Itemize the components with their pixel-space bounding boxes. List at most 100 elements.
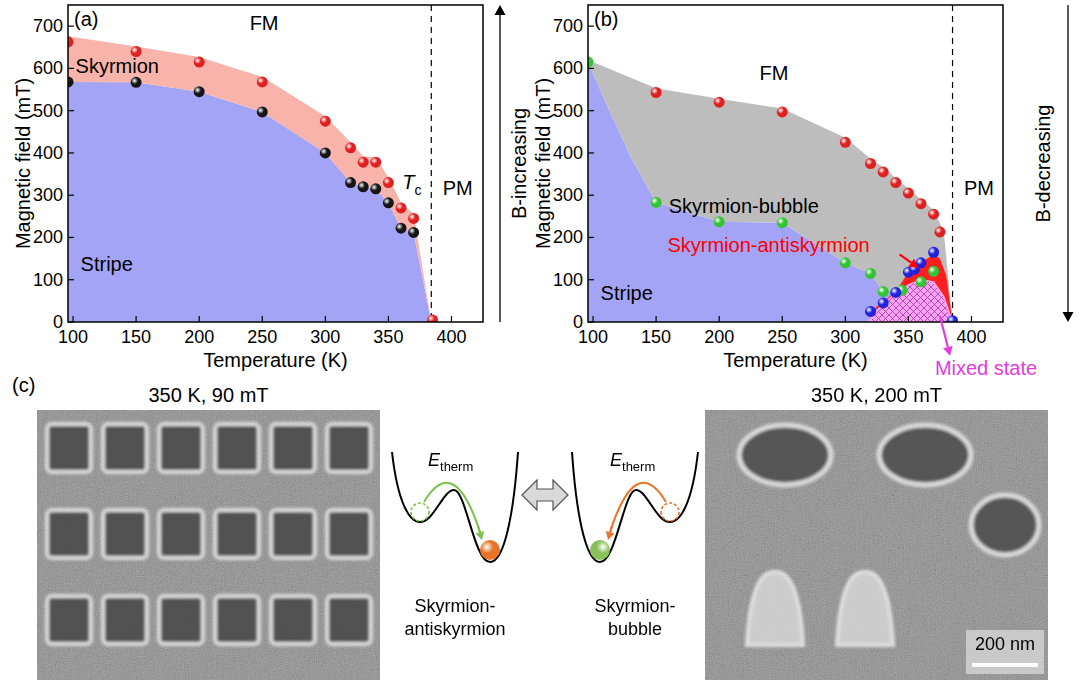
x-tick — [136, 316, 137, 322]
y-tick-label: 700 — [33, 16, 63, 36]
antiskyrmion-texture — [271, 424, 315, 472]
region-label: Tc — [402, 171, 421, 198]
bubble-texture — [971, 495, 1039, 555]
antiskyrmion-texture — [103, 596, 147, 644]
antiskyrmion-texture — [159, 510, 203, 558]
initial-state — [411, 503, 429, 521]
arrow-head — [495, 5, 506, 15]
thermal-hop — [610, 483, 666, 532]
label-sub: therm — [440, 459, 473, 474]
data-point — [916, 276, 927, 287]
data-point — [131, 77, 142, 88]
data-point — [68, 76, 74, 87]
x-tick — [451, 316, 452, 322]
data-point — [257, 76, 268, 87]
data-point — [840, 257, 851, 268]
y-tick — [588, 237, 594, 238]
x-tick-label: 200 — [184, 327, 214, 347]
region-label: FM — [760, 62, 789, 84]
y-axis-title: Magnetic field (mT) — [532, 78, 554, 249]
arrow-head — [1063, 312, 1074, 322]
region-label: Skyrmion-antiskyrmion — [667, 234, 869, 256]
label-sub: c — [414, 182, 421, 198]
data-point — [383, 197, 394, 208]
image-bg — [705, 410, 1048, 680]
antiskyrmion-texture — [215, 424, 259, 472]
panel-label: (a) — [74, 8, 98, 30]
arrow-line — [499, 15, 500, 322]
energy-landscape — [572, 452, 698, 562]
y-tick — [588, 68, 594, 69]
scale-bar-patch — [966, 630, 1044, 674]
x-tick-label: 400 — [436, 327, 466, 347]
state-label-line: bubble — [608, 619, 662, 639]
x-tick — [656, 316, 657, 322]
image-title: 350 K, 90 mT — [148, 384, 268, 406]
state-label: Skyrmion-bubble — [594, 596, 675, 639]
data-point — [777, 106, 788, 117]
scale-bar — [972, 663, 1038, 667]
data-point — [903, 188, 914, 199]
ltem-image — [705, 410, 1048, 680]
phase-region — [868, 280, 953, 322]
arrow-head — [943, 346, 953, 356]
ground-state — [590, 540, 610, 560]
y-tick-label: 400 — [33, 143, 63, 163]
x-tick — [908, 316, 909, 322]
data-point — [777, 217, 788, 228]
data-point — [916, 198, 927, 209]
arrow-head — [908, 259, 918, 268]
antiskyrmion-texture — [215, 596, 259, 644]
data-point — [194, 57, 205, 68]
antiskyrmion-texture — [327, 424, 371, 472]
y-tick — [68, 110, 74, 111]
antiskyrmion-texture — [327, 596, 371, 644]
x-tick — [782, 316, 783, 322]
label-sub: therm — [622, 459, 655, 474]
data-point — [865, 158, 876, 169]
frame — [588, 5, 1003, 322]
y-tick-label: 500 — [553, 101, 583, 121]
arrow-line — [610, 526, 612, 532]
image-bg — [37, 410, 380, 680]
y-tick — [588, 110, 594, 111]
figure: 1001502002503003504000100200300400500600… — [0, 0, 1084, 682]
antiskyrmion-texture — [47, 596, 91, 644]
arrow-line — [900, 254, 912, 262]
y-tick-label: 0 — [53, 312, 63, 332]
data-point — [878, 286, 889, 297]
antiskyrmion-texture — [103, 424, 147, 472]
region-label: Stripe — [81, 253, 133, 275]
data-point — [890, 287, 901, 298]
frame — [68, 5, 483, 322]
region-label: Skyrmion — [76, 55, 159, 77]
antiskyrmion-texture — [103, 510, 147, 558]
data-point — [934, 226, 945, 237]
data-point — [257, 106, 268, 117]
y-tick-label: 400 — [553, 143, 583, 163]
x-tick-label: 350 — [893, 327, 923, 347]
image-noise — [37, 410, 380, 680]
y-tick — [588, 321, 594, 322]
image-title: 350 K, 200 mT — [811, 384, 942, 406]
energy-label: Etherm — [428, 450, 473, 474]
x-tick — [199, 316, 200, 322]
side-label: B-increasing — [508, 108, 530, 219]
data-point — [370, 183, 381, 194]
image-noise — [705, 410, 1048, 680]
data-point — [194, 86, 205, 97]
antiskyrmion-texture — [215, 510, 259, 558]
antiskyrmion-texture — [47, 510, 91, 558]
ltem-image — [37, 410, 380, 680]
y-tick-label: 600 — [33, 58, 63, 78]
state-label: Skyrmion-antiskyrmion — [404, 596, 505, 639]
panel-label: (b) — [594, 8, 618, 30]
interconversion-arrow — [522, 480, 568, 510]
x-tick-label: 250 — [767, 327, 797, 347]
data-point — [68, 36, 74, 47]
data-point — [928, 247, 939, 258]
thermal-hop — [424, 483, 480, 532]
region-label: PM — [443, 177, 473, 199]
data-point — [865, 306, 876, 317]
side-label: B-decreasing — [1032, 105, 1054, 223]
